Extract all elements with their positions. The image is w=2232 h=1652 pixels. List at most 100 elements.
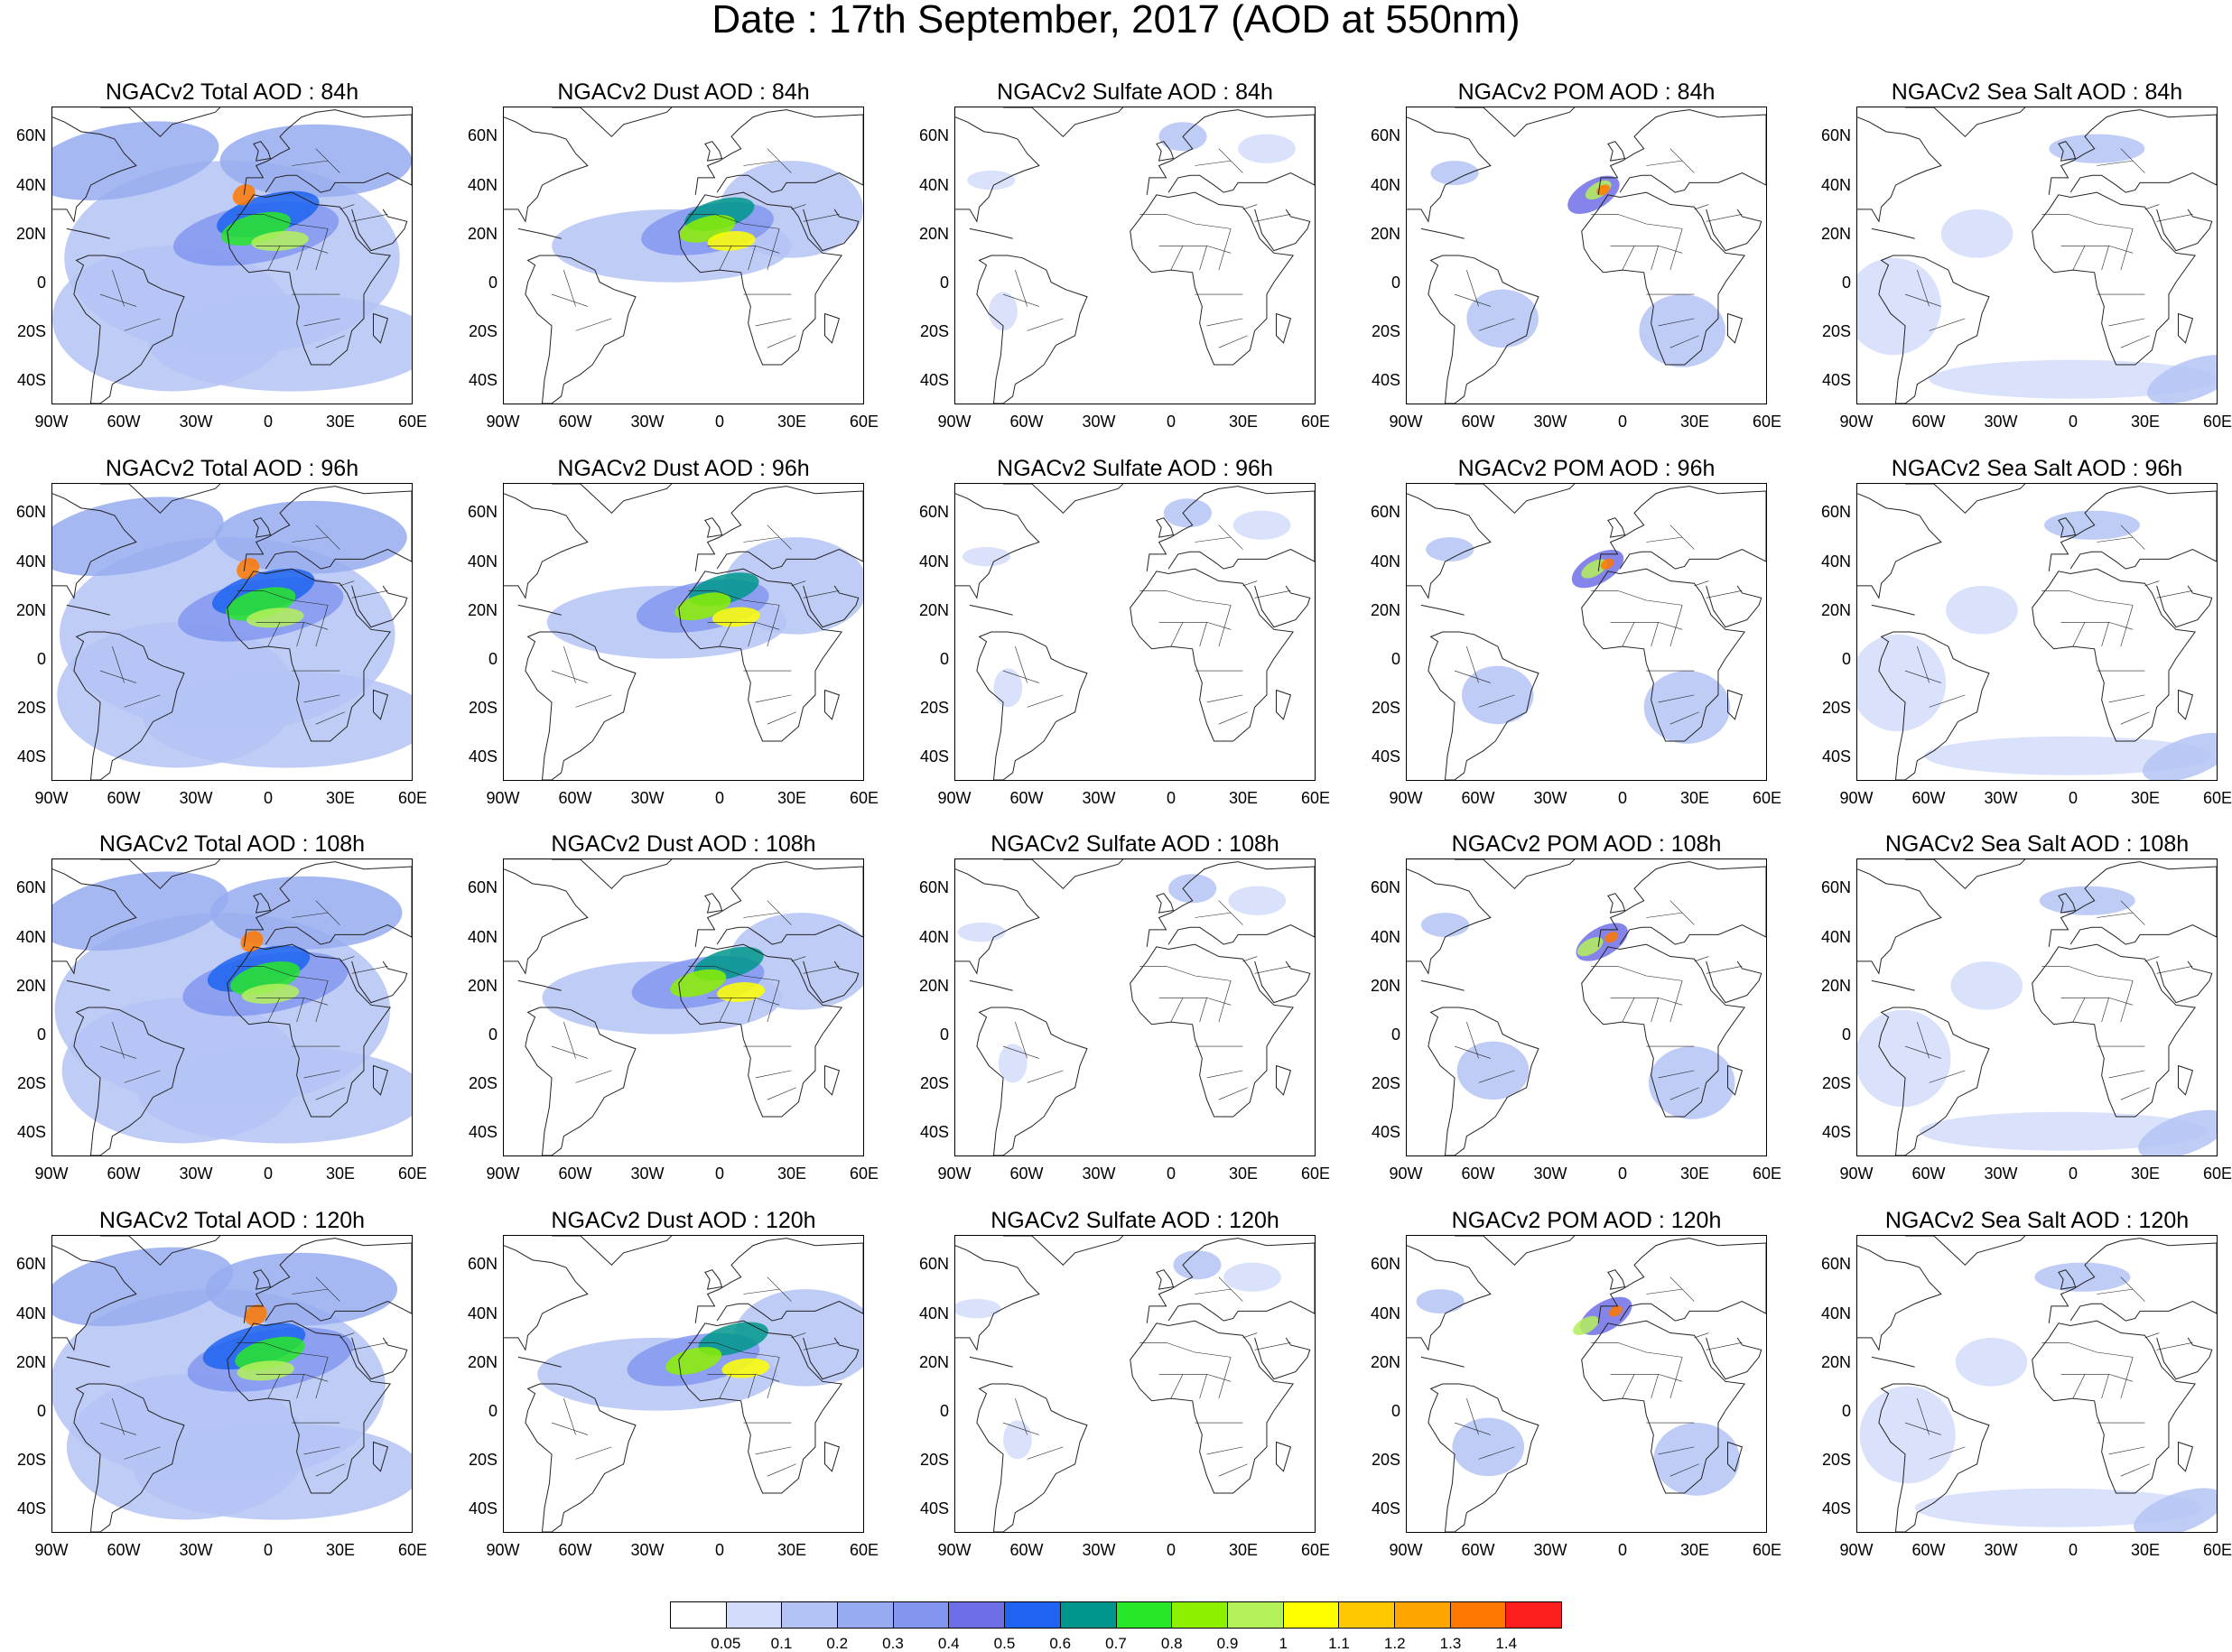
lat-tick-label: 40S <box>16 1499 46 1517</box>
lon-tick-label: 0 <box>1617 789 1627 807</box>
aod-map-svg <box>52 484 412 780</box>
lon-tick-label: 30W <box>1533 413 1567 431</box>
country-border <box>1622 246 1635 271</box>
aod-blob <box>2049 134 2145 163</box>
lat-tick-label: 20N <box>467 1352 498 1371</box>
panel-title: NGACv2 Dust AOD : 84h <box>557 79 810 105</box>
map-frame <box>954 483 1316 781</box>
aod-blob <box>721 1358 770 1378</box>
panel-title: NGACv2 Sulfate AOD : 84h <box>997 79 1273 105</box>
lon-tick-label: 30W <box>1984 1541 2018 1559</box>
coastlines <box>955 859 1315 1155</box>
country-border <box>237 1341 329 1358</box>
lat-tick-label: 60N <box>918 126 949 145</box>
lat-tick-label: 20N <box>918 1352 949 1371</box>
lat-tick-label: 0 <box>36 273 46 292</box>
country-border <box>1027 1446 1064 1460</box>
country-border <box>2072 998 2086 1023</box>
country-border <box>755 694 792 703</box>
coastline <box>694 1238 863 1323</box>
aod-blob <box>698 1322 768 1356</box>
country-border <box>99 670 136 683</box>
aod-blob <box>235 1336 305 1370</box>
coastline <box>1581 1320 1746 1494</box>
coastline <box>243 1238 412 1323</box>
lon-tick-label: 0 <box>714 1165 724 1183</box>
lon-tick-label: 30W <box>1082 789 1116 807</box>
lon-tick-label: 90W <box>937 413 972 431</box>
lon-tick-label: 30E <box>325 413 356 431</box>
coastline <box>253 517 272 538</box>
colorbar-swatch <box>671 1602 727 1628</box>
lat-tick-label: 40N <box>15 552 46 571</box>
lat-tick-label: 60N <box>467 1255 498 1274</box>
coastline <box>1420 979 1465 991</box>
country-border <box>1218 1463 1248 1477</box>
lon-tick-label: 60E <box>1300 413 1331 431</box>
aod-blob <box>1173 1250 1222 1280</box>
colorbar-swatch <box>1450 1602 1507 1628</box>
coastline <box>1276 689 1292 720</box>
country-border <box>803 589 840 599</box>
country-border <box>1669 1087 1699 1100</box>
country-border <box>1706 965 1743 974</box>
lat-tick-label: 20N <box>1370 976 1400 995</box>
country-border <box>1158 621 1232 630</box>
lon-tick-label: 60W <box>107 789 141 807</box>
coastline <box>1130 1320 1295 1494</box>
map-panel-dust-108h: NGACv2 Dust AOD : 108h 60N 40N 20N 0 20S 40S 90… <box>451 831 903 1206</box>
lat-tick-label: 20S <box>919 698 949 717</box>
coastline <box>976 1007 1088 1155</box>
coastline <box>1407 1245 1492 1351</box>
country-border <box>303 318 340 327</box>
country-border <box>719 998 732 1023</box>
coastline <box>73 631 185 780</box>
colorbar-label: 1.1 <box>1328 1635 1350 1652</box>
coastline <box>2058 141 2077 162</box>
country-border <box>2156 213 2193 222</box>
coastline <box>678 568 843 742</box>
country-border <box>124 318 161 331</box>
lat-tick-label: 20N <box>1820 600 1851 619</box>
lon-tick-label: 30E <box>1228 789 1259 807</box>
map-frame <box>1406 1235 1767 1533</box>
coastline <box>1878 631 1990 780</box>
lat-tick-label: 40S <box>919 370 949 389</box>
map-frame <box>51 483 413 781</box>
country-border <box>1610 245 1683 254</box>
lon-tick-label: 90W <box>34 1541 69 1559</box>
coastline <box>1607 1269 1626 1290</box>
country-border <box>563 646 576 683</box>
lat-tick-label: 40S <box>1371 1499 1400 1517</box>
country-border <box>563 270 576 307</box>
lat-tick-label: 0 <box>36 649 46 668</box>
aod-field <box>1857 510 2217 780</box>
country-border <box>1466 646 1479 683</box>
coastline <box>243 486 412 571</box>
country-border <box>803 213 840 222</box>
country-border <box>1706 1341 1743 1350</box>
lat-tick-label: 40S <box>1371 370 1400 389</box>
country-border <box>1218 711 1248 725</box>
lon-tick-label: 30E <box>1228 1165 1259 1183</box>
aod-field <box>1857 886 2217 1155</box>
country-border <box>2041 589 2134 606</box>
country-border <box>551 670 588 683</box>
coastline <box>1254 961 1311 1004</box>
lat-tick-label: 60N <box>918 1255 949 1274</box>
coastline <box>1878 1383 1990 1532</box>
aod-blob <box>2147 355 2217 404</box>
aod-blob <box>1420 913 1470 937</box>
country-border <box>351 213 388 222</box>
country-border <box>1466 1398 1479 1435</box>
coastline <box>704 141 723 162</box>
country-border <box>1454 293 1491 307</box>
coastline <box>1428 631 1539 780</box>
country-border <box>1242 204 1258 210</box>
country-border <box>1622 1374 1635 1399</box>
coastline <box>1905 107 2026 137</box>
aod-blob <box>1573 1315 1599 1335</box>
map-frame <box>1856 483 2218 781</box>
country-border <box>1917 1022 1930 1059</box>
country-border <box>2097 1288 2134 1295</box>
